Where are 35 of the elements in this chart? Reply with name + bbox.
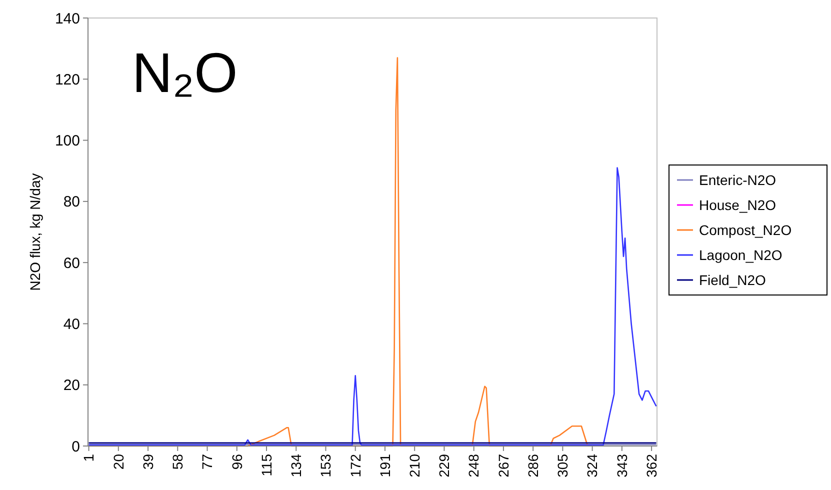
- x-tick-label: 248: [466, 454, 482, 478]
- x-tick-label: 210: [406, 454, 422, 478]
- x-tick-label: 115: [258, 454, 274, 476]
- x-tick-label: 286: [524, 454, 541, 478]
- x-tick-label: 267: [495, 454, 512, 478]
- x-tick-label: 191: [376, 454, 393, 478]
- x-tick-label: 134: [288, 454, 304, 478]
- y-tick-label: 0: [72, 438, 80, 456]
- x-tick-label: 20: [110, 454, 126, 470]
- legend-label: Compost_N2O: [699, 222, 792, 238]
- x-tick-label: 153: [318, 454, 334, 478]
- legend-label: Field_N2O: [699, 272, 766, 288]
- y-tick-label: 80: [63, 194, 80, 211]
- legend-label: House_N2O: [699, 196, 776, 213]
- x-tick-label: 96: [228, 454, 245, 470]
- legend-label: Lagoon_N2O: [699, 246, 782, 263]
- x-tick-label: 1: [80, 454, 97, 462]
- y-axis-title: N2O flux, kg N/day: [27, 173, 43, 291]
- x-tick-label: 343: [614, 454, 630, 478]
- x-tick-label: 362: [643, 454, 660, 478]
- x-tick-label: 77: [199, 454, 216, 470]
- x-tick-label: 172: [347, 454, 364, 478]
- y-tick-label: 120: [54, 71, 80, 88]
- y-tick-label: 40: [63, 316, 80, 333]
- x-tick-label: 39: [140, 454, 156, 470]
- x-tick-label: 305: [554, 454, 571, 478]
- y-tick-label: 100: [54, 132, 80, 150]
- chart-title: N₂O: [132, 41, 238, 104]
- y-tick-label: 20: [63, 377, 80, 394]
- legend-label: Enteric-N2O: [699, 172, 776, 188]
- x-tick-label: 324: [584, 454, 600, 478]
- x-tick-label: 58: [170, 454, 186, 470]
- y-tick-label: 60: [63, 254, 80, 272]
- x-tick-label: 229: [436, 454, 452, 478]
- y-tick-label: 140: [54, 10, 80, 28]
